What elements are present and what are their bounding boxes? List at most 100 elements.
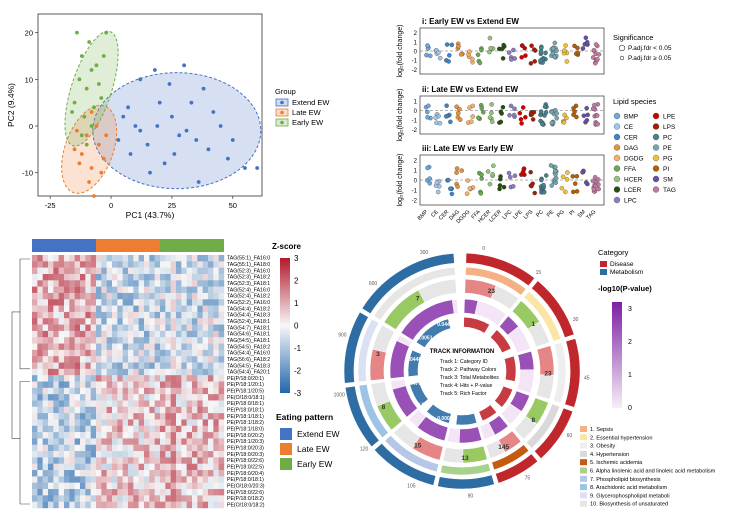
x-tick-label: TAG	[585, 209, 597, 221]
heat-cell	[165, 482, 171, 490]
point-CE	[435, 189, 441, 195]
heat-cell	[202, 400, 209, 407]
heat-cell	[42, 255, 49, 262]
heat-cell	[101, 292, 107, 300]
y-tick-label: 0	[414, 109, 418, 115]
heat-cell	[58, 273, 65, 281]
heat-cell	[176, 273, 182, 281]
heat-cell	[192, 501, 198, 509]
heat-cell	[64, 381, 70, 389]
heat-cell	[218, 356, 225, 363]
heat-cell	[138, 318, 145, 325]
heat-cell	[160, 324, 166, 332]
heat-cell	[106, 311, 113, 319]
heat-cell	[133, 432, 139, 439]
heat-cell	[32, 362, 38, 370]
heat-cell	[101, 299, 107, 306]
heat-cell	[218, 280, 225, 287]
point-LPC	[506, 170, 512, 176]
heat-cell	[64, 273, 70, 281]
point-PE	[554, 116, 559, 121]
point-extend	[196, 180, 201, 184]
heat-cell	[48, 438, 54, 445]
heat-cell	[186, 343, 193, 351]
heat-cell	[42, 343, 49, 351]
heat-cell	[133, 356, 139, 363]
heat-cell	[64, 432, 70, 439]
heat-cell	[144, 381, 150, 389]
track-5-bar	[463, 316, 491, 334]
heat-cell	[181, 261, 187, 268]
heat-cell	[69, 343, 75, 351]
heat-cell	[149, 343, 155, 351]
heat-cell	[128, 419, 134, 426]
point-CE	[436, 50, 441, 55]
heat-cell	[112, 425, 118, 433]
heat-cell	[197, 299, 203, 306]
heat-cell	[122, 495, 129, 502]
point-PC	[539, 177, 544, 183]
point-early	[70, 110, 74, 114]
heat-cell	[144, 318, 150, 325]
heat-cell	[192, 286, 198, 294]
heat-cell	[32, 501, 38, 509]
heat-cell	[202, 337, 209, 344]
heat-cell	[101, 432, 107, 439]
heat-cell	[165, 489, 171, 496]
heat-cell	[202, 318, 209, 325]
heat-cell	[90, 419, 97, 426]
heat-cell	[192, 280, 198, 287]
heat-cell	[170, 457, 177, 464]
heat-cell	[90, 501, 97, 509]
point-LPC	[511, 112, 517, 118]
track-4-bar	[416, 415, 449, 442]
point-PI	[572, 181, 578, 186]
x-tick-label: SM	[577, 209, 587, 219]
heat-cell	[112, 267, 118, 275]
heat-cell	[122, 387, 129, 395]
heat-cell	[160, 451, 166, 458]
heat-cell	[154, 337, 161, 344]
heat-cell	[186, 444, 193, 452]
heat-cell	[37, 362, 43, 370]
heat-cell	[213, 425, 219, 433]
row-label: PE(P/18:0/18:1)	[227, 401, 264, 407]
heat-cell	[85, 368, 91, 376]
heat-cell	[37, 413, 43, 420]
point-late	[101, 156, 106, 161]
heat-cell	[192, 457, 198, 464]
heat-cell	[160, 394, 166, 401]
heat-cell	[48, 387, 54, 395]
heat-cell	[85, 387, 91, 395]
heat-cell	[176, 432, 182, 439]
heat-cell	[117, 425, 123, 433]
heat-cell	[138, 305, 145, 313]
heat-cell	[37, 482, 43, 490]
heat-cell	[117, 292, 123, 300]
point-LPE	[520, 105, 526, 110]
panel-title: ii: Late EW vs Extend EW	[422, 85, 518, 94]
heat-cell	[117, 362, 123, 370]
heat-cell	[165, 444, 171, 452]
heat-cell	[112, 324, 118, 332]
heat-cell	[53, 337, 59, 344]
heat-cell	[186, 299, 193, 306]
heat-cell	[48, 286, 54, 294]
point-DAG	[454, 166, 460, 171]
heat-cell	[117, 324, 123, 332]
heat-cell	[160, 267, 166, 275]
heat-cell	[192, 406, 198, 414]
heat-cell	[42, 261, 49, 268]
point-FFA	[475, 52, 481, 58]
heat-cell	[112, 400, 118, 407]
point-CER	[446, 177, 451, 183]
heat-cell	[165, 305, 171, 313]
heat-cell	[53, 438, 59, 445]
point-TAG	[591, 47, 597, 53]
heat-cell	[133, 470, 139, 477]
heat-cell	[218, 286, 225, 294]
pathway-legend-label: 2. Essential hypertension	[590, 435, 653, 441]
track-2-segment	[465, 266, 527, 296]
heat-cell	[170, 280, 177, 287]
heat-cell	[90, 311, 97, 319]
